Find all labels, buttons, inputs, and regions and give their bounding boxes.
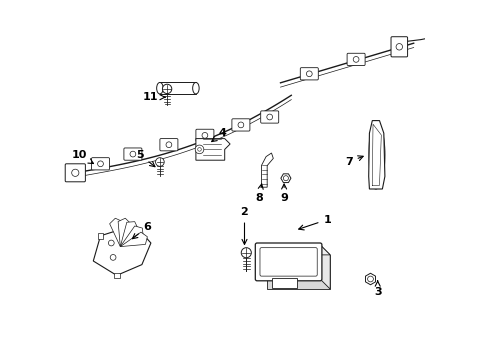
Text: 8: 8 — [255, 184, 263, 203]
Text: 4: 4 — [211, 128, 226, 141]
Polygon shape — [109, 218, 122, 247]
FancyBboxPatch shape — [196, 129, 213, 141]
Circle shape — [367, 276, 373, 282]
FancyBboxPatch shape — [231, 119, 249, 131]
FancyBboxPatch shape — [65, 164, 85, 182]
Text: 2: 2 — [240, 207, 248, 244]
Circle shape — [202, 132, 207, 138]
Circle shape — [197, 148, 201, 151]
FancyBboxPatch shape — [255, 243, 321, 281]
Circle shape — [266, 114, 272, 120]
Polygon shape — [120, 226, 143, 247]
Bar — [98, 233, 103, 239]
Circle shape — [283, 176, 288, 181]
FancyBboxPatch shape — [160, 139, 178, 151]
Polygon shape — [257, 245, 329, 255]
Text: 3: 3 — [373, 281, 381, 297]
Circle shape — [238, 122, 244, 128]
Circle shape — [352, 57, 358, 62]
Polygon shape — [266, 255, 329, 289]
Circle shape — [155, 158, 164, 166]
Text: 6: 6 — [132, 222, 151, 239]
Circle shape — [195, 145, 203, 154]
Polygon shape — [280, 174, 290, 183]
Polygon shape — [368, 121, 384, 189]
Polygon shape — [368, 121, 384, 189]
FancyBboxPatch shape — [390, 37, 407, 57]
Circle shape — [130, 151, 136, 157]
Bar — [271, 278, 296, 288]
Bar — [114, 273, 120, 278]
FancyBboxPatch shape — [91, 158, 109, 170]
Circle shape — [72, 169, 79, 176]
Text: 7: 7 — [345, 156, 363, 167]
FancyBboxPatch shape — [123, 148, 142, 160]
Circle shape — [110, 255, 116, 260]
Polygon shape — [120, 222, 138, 247]
Ellipse shape — [192, 82, 199, 94]
Text: 9: 9 — [280, 184, 287, 203]
Text: 11: 11 — [143, 92, 164, 102]
FancyBboxPatch shape — [300, 68, 318, 80]
Circle shape — [108, 240, 114, 246]
Bar — [160, 82, 196, 94]
Circle shape — [162, 84, 171, 94]
FancyBboxPatch shape — [346, 53, 365, 66]
Polygon shape — [365, 273, 375, 285]
Text: 10: 10 — [71, 150, 93, 163]
Polygon shape — [196, 139, 230, 160]
Circle shape — [241, 248, 251, 258]
Polygon shape — [120, 232, 147, 247]
Polygon shape — [93, 225, 151, 275]
Ellipse shape — [156, 82, 163, 94]
Circle shape — [306, 71, 311, 77]
Circle shape — [98, 161, 103, 167]
Text: 5: 5 — [136, 150, 155, 167]
Polygon shape — [320, 245, 329, 289]
FancyBboxPatch shape — [260, 248, 317, 276]
Circle shape — [166, 142, 171, 148]
Circle shape — [395, 44, 402, 50]
Polygon shape — [261, 153, 273, 187]
Polygon shape — [118, 218, 131, 247]
Text: 1: 1 — [298, 215, 330, 230]
FancyBboxPatch shape — [260, 111, 278, 123]
